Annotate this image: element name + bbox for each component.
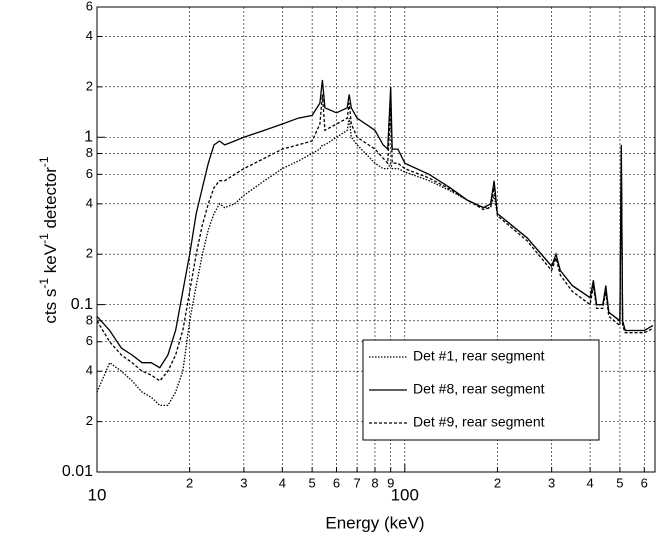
legend-label: Det #1, rear segment: [413, 348, 545, 364]
y-axis-label: cts s-1 keV-1 detector-1: [37, 156, 60, 323]
x-tick-label: 7: [353, 475, 360, 490]
y-tick-label: 1: [84, 128, 93, 145]
y-tick-label: 2: [86, 246, 93, 261]
y-tick-label: 6: [86, 166, 93, 181]
x-tick-label: 100: [391, 485, 419, 504]
legend-label: Det #8, rear segment: [413, 381, 545, 397]
y-tick-label: 2: [86, 78, 93, 93]
y-tick-label: 6: [86, 0, 93, 13]
y-tick-label: 4: [86, 28, 93, 43]
y-label-sup: -1: [37, 233, 51, 244]
legend-label: Det #9, rear segment: [413, 414, 545, 430]
x-tick-label: 6: [641, 475, 648, 490]
x-tick-label: 8: [371, 475, 378, 490]
x-tick-label: 5: [309, 475, 316, 490]
y-label-part: detector: [41, 167, 60, 233]
y-tick-label: 0.01: [62, 463, 93, 480]
x-axis-label: Energy (keV): [325, 513, 424, 532]
y-tick-label: 6: [86, 333, 93, 348]
y-tick-label: 4: [86, 195, 93, 210]
y-tick-label: 2: [86, 413, 93, 428]
y-tick-label: 0.1: [71, 296, 93, 313]
x-tick-label: 10: [88, 485, 107, 504]
x-tick-label: 6: [333, 475, 340, 490]
series-line: [97, 79, 654, 369]
x-tick-label: 9: [387, 475, 394, 490]
y-tick-label: 4: [86, 363, 93, 378]
y-tick-label: 8: [86, 145, 93, 160]
y-label-sup: -1: [37, 278, 51, 289]
plot-frame: [96, 6, 656, 473]
x-tick-label: 4: [586, 475, 593, 490]
x-tick-label: 3: [240, 475, 247, 490]
y-label-part: cts s: [41, 289, 60, 324]
x-tick-label: 5: [616, 475, 623, 490]
y-label-sup: -1: [37, 156, 51, 167]
y-tick-label: 8: [86, 312, 93, 327]
x-tick-label: 3: [548, 475, 555, 490]
x-tick-label: 4: [279, 475, 286, 490]
y-label-part: keV: [41, 243, 60, 278]
series-line: [97, 94, 654, 382]
x-tick-label: 2: [494, 475, 501, 490]
x-tick-label: 2: [186, 475, 193, 490]
